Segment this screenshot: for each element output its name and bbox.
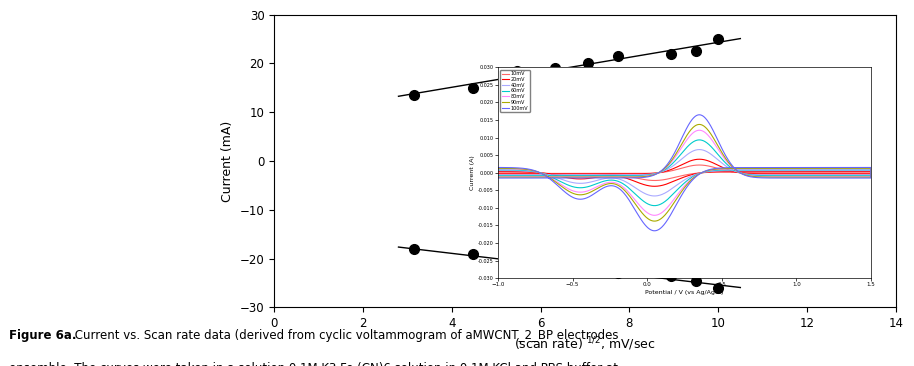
Point — [547, 263, 562, 269]
Point — [688, 48, 703, 54]
Point — [664, 51, 678, 57]
Point — [510, 68, 525, 74]
Point — [465, 85, 480, 91]
Text: Figure 6a.: Figure 6a. — [9, 329, 77, 343]
Point — [465, 251, 480, 257]
Point — [510, 261, 525, 266]
Point — [407, 92, 421, 98]
Point — [580, 60, 595, 66]
Point — [611, 53, 625, 59]
Point — [407, 246, 421, 252]
Point — [711, 36, 726, 42]
Point — [664, 273, 678, 279]
Point — [547, 66, 562, 71]
Y-axis label: Current (mA): Current (mA) — [221, 120, 234, 202]
Point — [711, 285, 726, 291]
Point — [688, 278, 703, 284]
Point — [580, 268, 595, 274]
Text: ensemble. The curves were taken in a solution 0.1M K3 Fe (CN)6 solution in 0.1M : ensemble. The curves were taken in a sol… — [9, 362, 618, 366]
X-axis label: (scan rate) $^{1/2}$, mV/sec: (scan rate) $^{1/2}$, mV/sec — [515, 336, 655, 353]
Point — [611, 270, 625, 276]
Text: Current vs. Scan rate data (derived from cyclic voltammogram of aMWCNT_2_BP elec: Current vs. Scan rate data (derived from… — [71, 329, 619, 343]
